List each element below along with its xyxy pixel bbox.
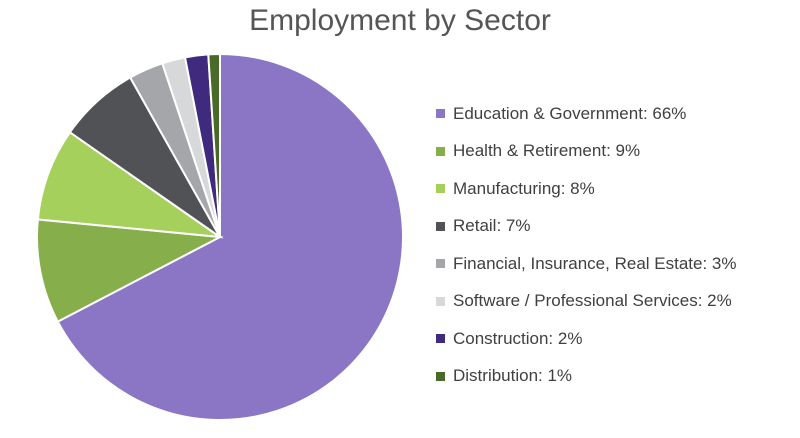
legend-swatch — [436, 334, 445, 344]
legend-label: Manufacturing: 8% — [453, 178, 595, 198]
legend-swatch — [436, 109, 445, 119]
legend-label: Health & Retirement: 9% — [453, 141, 641, 161]
legend-swatch — [436, 259, 445, 269]
legend-label: Software / Professional Services: 2% — [453, 291, 732, 311]
legend-label: Distribution: 1% — [453, 366, 573, 386]
legend-swatch — [436, 184, 445, 194]
legend-item: Software / Professional Services: 2% — [436, 283, 736, 321]
pie-slice-0 — [56, 52, 404, 421]
legend-item: Manufacturing: 8% — [436, 170, 736, 208]
legend-label: Construction: 2% — [453, 328, 583, 348]
pie-slice-2 — [36, 130, 224, 239]
legend-item: Construction: 2% — [436, 320, 736, 358]
chart-title: Employment by Sector — [249, 4, 551, 37]
pie-slice-7 — [207, 52, 221, 238]
legend-swatch — [436, 221, 445, 231]
legend: Education & Government: 66% Health & Reti… — [436, 95, 736, 395]
pie-slice-1 — [36, 218, 224, 323]
legend-item: Retail: 7% — [436, 208, 736, 246]
legend-swatch — [436, 296, 445, 306]
legend-item: Financial, Insurance, Real Estate: 3% — [436, 245, 736, 283]
legend-swatch — [436, 371, 445, 381]
legend-item: Health & Retirement: 9% — [436, 133, 736, 171]
legend-swatch — [436, 146, 445, 156]
legend-label: Financial, Insurance, Real Estate: 3% — [453, 253, 737, 273]
legend-item: Education & Government: 66% — [436, 95, 736, 133]
legend-item: Distribution: 1% — [436, 358, 736, 396]
legend-label: Retail: 7% — [453, 216, 531, 236]
legend-label: Education & Government: 66% — [453, 103, 687, 123]
